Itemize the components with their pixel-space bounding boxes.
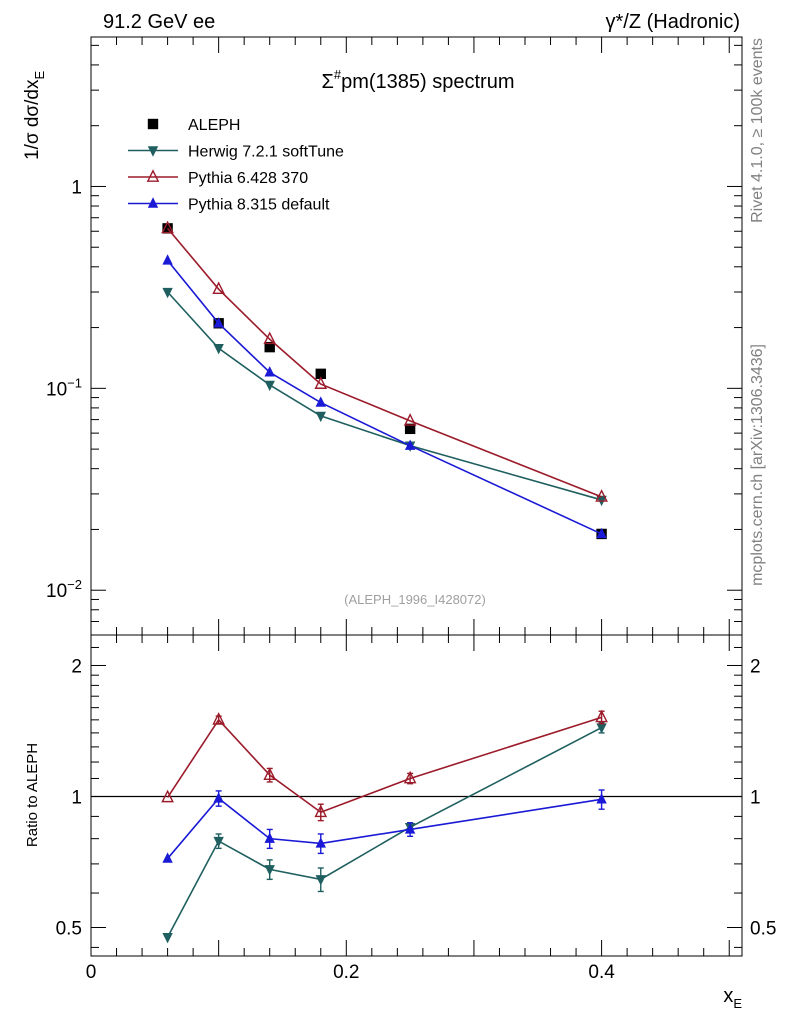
ratio-series-line xyxy=(166,797,602,860)
legend-entry: Herwig 7.2.1 softTune xyxy=(188,144,344,161)
mc-point xyxy=(404,439,416,450)
ratio-series-line xyxy=(166,716,602,814)
ratio-series-0 xyxy=(162,721,607,944)
ratio-y-tick-label-left: 0.5 xyxy=(56,918,82,939)
series-3 xyxy=(162,254,607,539)
mc-point xyxy=(213,317,224,328)
ratio-y-tick-label-left: 2 xyxy=(71,656,82,677)
data-point xyxy=(264,341,275,353)
ratio-point xyxy=(162,852,173,863)
data-point xyxy=(162,223,173,234)
mc-point xyxy=(315,411,326,423)
ratio-series-line xyxy=(166,726,602,938)
ratio-y-tick-label-left: 1 xyxy=(71,787,82,808)
ratio-point xyxy=(161,789,174,803)
ratio-series-2 xyxy=(162,789,607,863)
main-y-axis-label: 1/σ dσ/dxE xyxy=(22,71,47,161)
ratio-point xyxy=(264,865,275,876)
mc-point xyxy=(314,376,328,389)
legend-marker xyxy=(147,197,159,208)
energy-label: 91.2 GeV ee xyxy=(103,11,215,33)
ratio-point xyxy=(264,832,275,843)
legend-marker xyxy=(146,169,160,182)
x-tick-label: 0.4 xyxy=(588,962,615,983)
series-1 xyxy=(162,287,607,507)
mc-point xyxy=(264,380,275,392)
data-point xyxy=(404,423,416,435)
ratio-point xyxy=(596,723,607,734)
mc-point xyxy=(213,344,224,355)
legend-marker xyxy=(147,118,159,130)
ratio-point xyxy=(596,793,607,804)
rivet-label: Rivet 4.1.0, ≥ 100k events xyxy=(749,38,766,223)
main-y-tick-label: 10−1 xyxy=(46,375,82,400)
ratio-point xyxy=(315,837,326,848)
mc-point xyxy=(212,281,225,295)
ratio-point xyxy=(212,712,225,725)
ratio-plot-series xyxy=(161,709,608,944)
x-tick-label: 0.2 xyxy=(333,962,359,983)
mc-point xyxy=(161,220,174,234)
mc-point xyxy=(315,396,326,407)
legend: ALEPH Herwig 7.2.1 softTune Pythia 6.428 3… xyxy=(128,117,344,214)
ratio-point xyxy=(162,932,173,944)
ratio-point xyxy=(314,804,328,818)
ratio-point xyxy=(403,770,417,784)
x-axis-label: xE xyxy=(723,985,742,1011)
mc-point xyxy=(403,413,417,426)
ratio-plot-frame xyxy=(90,634,743,957)
ratio-point xyxy=(315,875,326,886)
ratio-y-axis-label: Ratio to ALEPH xyxy=(24,743,41,847)
mc-point xyxy=(596,527,607,539)
ratio-point xyxy=(595,709,608,723)
series-0 xyxy=(162,223,607,540)
mc-point xyxy=(263,331,277,345)
ratio-plot-axes: 0.5 0.5 1 1 2 2 0 0.2 0.4 xyxy=(56,634,776,983)
legend-entry: Pythia 8.315 default xyxy=(188,197,330,214)
series-2 xyxy=(161,220,608,502)
legend-marker xyxy=(147,146,159,157)
data-point xyxy=(315,368,326,380)
main-y-tick-label: 10−2 xyxy=(46,577,82,602)
mc-point xyxy=(162,254,173,265)
ratio-y-tick-label-right: 2 xyxy=(750,656,761,677)
analysis-watermark: (ALEPH_1996_I428072) xyxy=(344,592,486,607)
ratio-point xyxy=(213,836,224,848)
chart-title: Σ#pm(1385) spectrum xyxy=(321,67,514,93)
legend-entry: Pythia 6.428 370 xyxy=(188,170,308,187)
main-plot-series xyxy=(161,220,608,540)
ratio-point xyxy=(213,792,224,803)
series-line xyxy=(166,227,602,498)
series-line xyxy=(166,259,602,535)
ratio-point xyxy=(263,767,277,780)
legend-entry: ALEPH xyxy=(188,117,240,134)
mc-point xyxy=(595,489,608,502)
main-y-tick-label: 1 xyxy=(71,177,82,198)
series-line xyxy=(166,291,602,501)
ratio-point xyxy=(404,823,416,834)
mc-point xyxy=(264,366,275,377)
ratio-y-tick-label-right: 0.5 xyxy=(750,918,776,939)
mc-point xyxy=(162,287,173,299)
ratio-series-1 xyxy=(161,709,608,822)
ratio-y-tick-label-right: 1 xyxy=(750,787,761,808)
x-tick-label: 0 xyxy=(86,962,97,983)
process-label: γ*/Z (Hadronic) xyxy=(606,11,740,33)
mcplots-label: mcplots.cern.ch [arXiv:1306.3436] xyxy=(749,344,766,586)
